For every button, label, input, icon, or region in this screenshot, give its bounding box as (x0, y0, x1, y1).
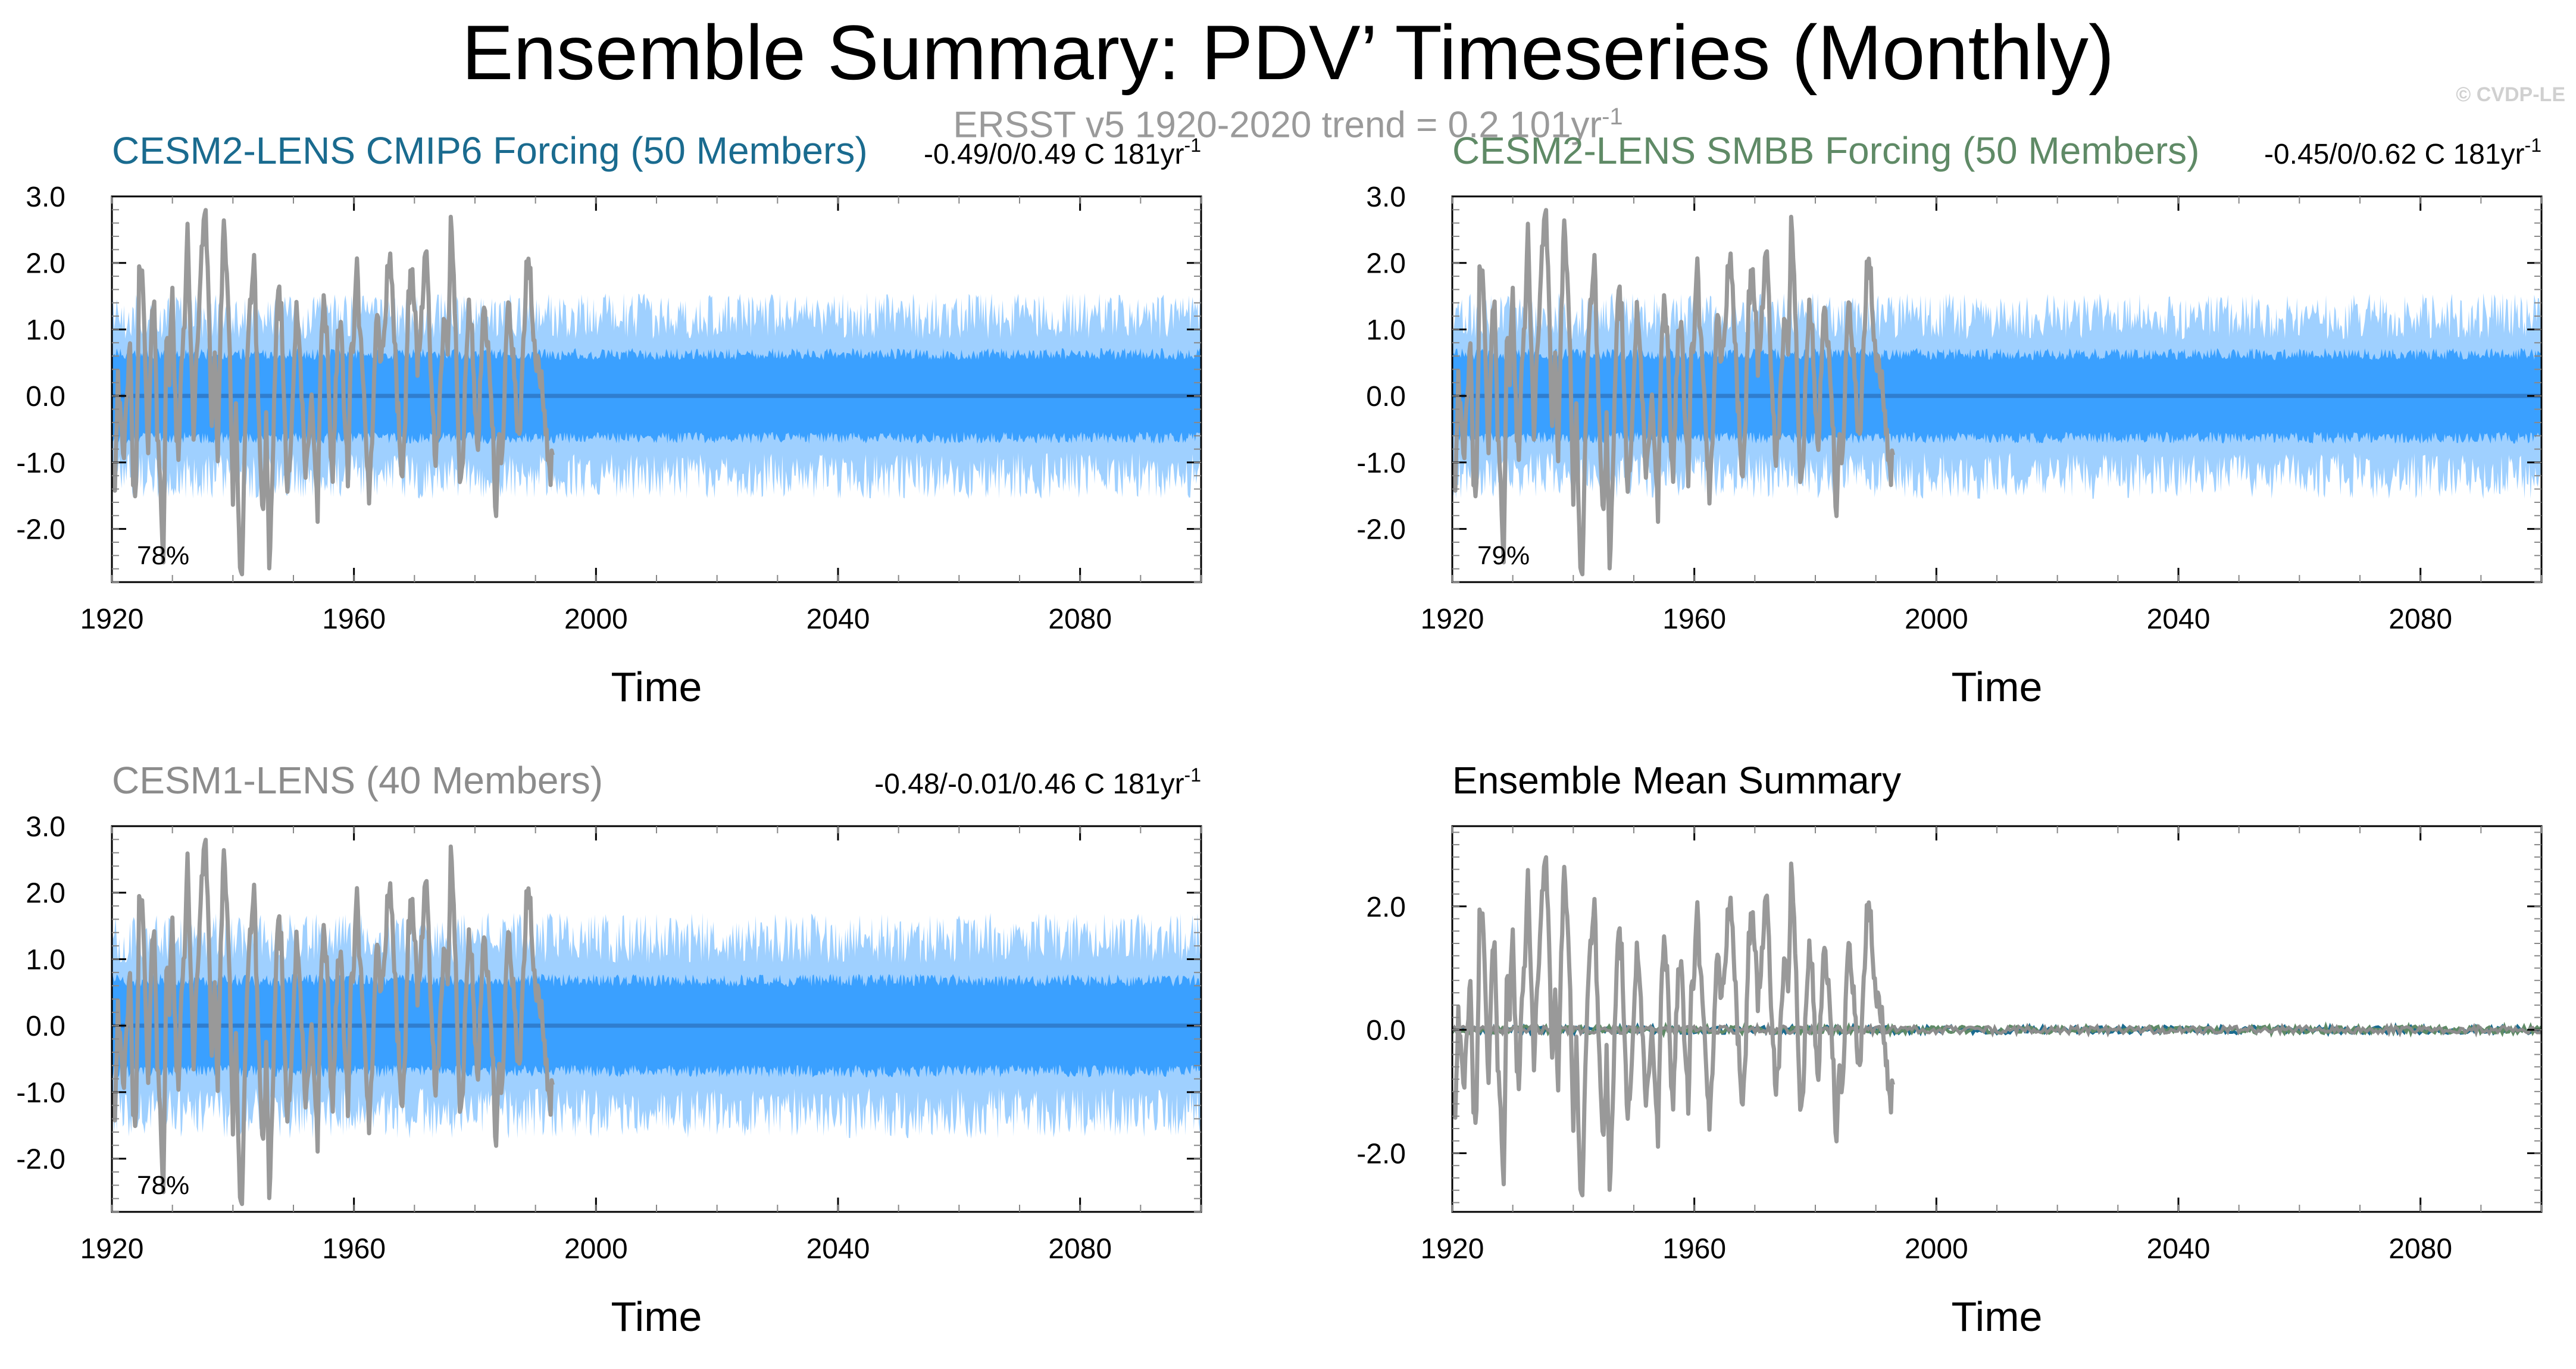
trend-value: -0.48/-0.01/0.46 C 181yr (874, 768, 1184, 800)
x-tick-label: 1960 (1662, 1233, 1726, 1265)
y-tick-label: -1.0 (1356, 448, 1406, 479)
chart-panel-cesm1: CESM1-LENS (40 Members) -0.48/-0.01/0.46 … (16, 759, 1202, 1340)
observation-trend-label: ERSST v5 1920-2020 trend = 0.2 101yr-1 (0, 94, 2576, 148)
y-tick-label: -1.0 (16, 448, 65, 479)
x-axis-label: Time (1952, 1293, 2043, 1340)
y-tick-label: -2.0 (1356, 1139, 1406, 1170)
y-tick-label: 1.0 (26, 944, 65, 976)
y-tick-label: 0.0 (26, 381, 65, 412)
y-tick-label: 1.0 (1366, 314, 1406, 346)
chart-panel-cesm2-cmip6: CESM2-LENS CMIP6 Forcing (50 Members) -0.… (16, 129, 1202, 710)
trend-value: -0.45/0/0.62 C 181yr (2264, 139, 2525, 170)
x-axis-label: Time (1952, 664, 2043, 710)
x-tick-label: 2040 (2147, 1233, 2211, 1265)
y-tick-label: 2.0 (26, 878, 65, 909)
y-tick-label: 0.0 (1366, 1015, 1406, 1046)
y-tick-label: 2.0 (1366, 248, 1406, 280)
trend-exponent: -1 (1184, 764, 1201, 786)
x-tick-label: 2040 (806, 604, 870, 635)
x-tick-label: 2080 (1048, 604, 1112, 635)
plot-area (112, 837, 1201, 1207)
observed-pdv-series (1452, 208, 1895, 577)
x-tick-label: 1920 (80, 604, 144, 635)
x-axis-label: Time (611, 664, 702, 710)
percent-within-range-label: 78% (137, 1171, 189, 1200)
panel-title: CESM1-LENS (40 Members) (112, 759, 603, 802)
x-tick-label: 1960 (322, 1233, 386, 1265)
percent-within-range-label: 78% (137, 541, 189, 570)
y-tick-label: 3.0 (26, 811, 65, 843)
plot-area (1452, 855, 2541, 1198)
x-tick-label: 2040 (2147, 604, 2211, 635)
x-tick-label: 2000 (1905, 1233, 1968, 1265)
observed-pdv-series (112, 837, 555, 1207)
x-tick-label: 2040 (806, 1233, 870, 1265)
y-tick-label: -2.0 (16, 514, 65, 546)
y-tick-label: 0.0 (26, 1011, 65, 1042)
y-tick-label: -2.0 (16, 1144, 65, 1176)
y-tick-label: 2.0 (1366, 892, 1406, 923)
x-tick-label: 1920 (1421, 604, 1484, 635)
plot-area (112, 208, 1201, 577)
y-tick-label: 3.0 (1366, 182, 1406, 213)
panel-title: Ensemble Mean Summary (1452, 759, 1901, 802)
copyright-watermark: © CVDP-LE (2456, 83, 2565, 106)
y-tick-label: -2.0 (1356, 514, 1406, 546)
x-tick-label: 1960 (1662, 604, 1726, 635)
x-tick-label: 1920 (1421, 1233, 1484, 1265)
x-tick-label: 2080 (2389, 1233, 2452, 1265)
panel-trend-label: -0.45/0/0.62 C 181yr-1 (2264, 135, 2541, 170)
chart-panel-cesm2-smbb: CESM2-LENS SMBB Forcing (50 Members) -0.4… (1356, 129, 2543, 710)
x-tick-label: 2000 (564, 1233, 628, 1265)
y-tick-label: 3.0 (26, 182, 65, 213)
panel-title: CESM2-LENS SMBB Forcing (50 Members) (1452, 129, 2199, 172)
y-tick-label: 0.0 (1366, 381, 1406, 412)
trend-value: -0.49/0/0.49 C 181yr (924, 139, 1184, 170)
plot-area (1452, 208, 2541, 577)
percent-within-range-label: 79% (1477, 541, 1530, 570)
x-tick-label: 2000 (564, 604, 628, 635)
trend-exponent: -1 (1184, 135, 1201, 156)
x-tick-label: 2000 (1905, 604, 1968, 635)
observation-trend-text: ERSST v5 1920-2020 trend = 0.2 101yr (953, 104, 1602, 146)
y-tick-label: 2.0 (26, 248, 65, 280)
panel-trend-label: -0.48/-0.01/0.46 C 181yr-1 (874, 764, 1201, 800)
figure-title: Ensemble Summary: PDV’ Timeseries (Month… (461, 9, 2115, 96)
panel-trend-label: -0.49/0/0.49 C 181yr-1 (924, 135, 1201, 170)
observed-pdv-series (1452, 855, 1895, 1198)
y-tick-label: 1.0 (26, 314, 65, 346)
trend-exponent: -1 (2525, 135, 2541, 156)
observation-trend-exponent: -1 (1602, 104, 1623, 130)
chart-panel-ensemble-mean: Ensemble Mean Summary 1920 1960 2000 2040 208… (1356, 759, 2543, 1340)
x-axis-label: Time (611, 1293, 702, 1340)
x-tick-label: 1920 (80, 1233, 144, 1265)
y-tick-label: -1.0 (16, 1077, 65, 1109)
x-tick-label: 2080 (2389, 604, 2452, 635)
x-tick-label: 2080 (1048, 1233, 1112, 1265)
observed-pdv-series (112, 208, 555, 577)
panel-title: CESM2-LENS CMIP6 Forcing (50 Members) (112, 129, 868, 172)
x-tick-label: 1960 (322, 604, 386, 635)
